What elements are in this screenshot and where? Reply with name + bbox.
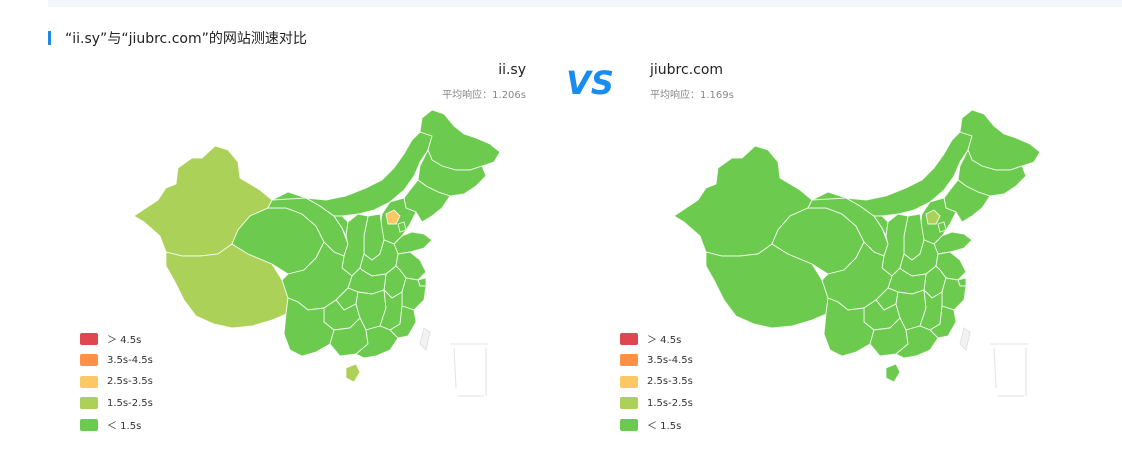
- region-fujian[interactable]: [929, 305, 957, 339]
- legend-label: 1.5s-2.5s: [647, 397, 693, 409]
- region-guangdong[interactable]: [895, 325, 939, 359]
- page-title: “ii.sy”与“jiubrc.com”的网站测速对比: [65, 31, 307, 47]
- legend-swatch: [620, 354, 638, 367]
- legend-swatch: [80, 397, 98, 410]
- legend-label: 3.5s-4.5s: [107, 354, 153, 366]
- legend-swatch: [620, 332, 638, 345]
- legend-label: ＜ 1.5s: [647, 421, 682, 433]
- vs-icon: VS: [566, 64, 614, 102]
- region-beijing[interactable]: [385, 209, 401, 225]
- region-hainan[interactable]: [345, 363, 361, 383]
- legend-item[interactable]: 3.5s-4.5s: [80, 350, 153, 372]
- legend-item[interactable]: ＜ 1.5s: [80, 414, 153, 436]
- legend-label: ＞ 4.5s: [107, 335, 142, 347]
- region-guangdong[interactable]: [355, 325, 399, 359]
- region-tianjin[interactable]: [397, 221, 407, 233]
- legend-swatch: [620, 397, 638, 410]
- legend-swatch: [80, 375, 98, 388]
- left-site-avg-response: 平均响应：1.206s: [442, 90, 526, 101]
- right-site-name: jiubrc.com: [650, 62, 724, 78]
- south-china-sea-inset: [450, 343, 488, 397]
- south-china-sea-inset: [990, 343, 1028, 397]
- region-tianjin[interactable]: [937, 221, 947, 233]
- right-legend: ＞ 4.5s 3.5s-4.5s 2.5s-3.5s 1.5s-2.5s ＜ 1…: [620, 328, 693, 436]
- legend-item[interactable]: ＜ 1.5s: [620, 414, 693, 436]
- vs-label: VS: [566, 64, 614, 102]
- title-accent-bar: [48, 31, 51, 45]
- region-taiwan[interactable]: [959, 327, 971, 351]
- legend-item[interactable]: 1.5s-2.5s: [80, 393, 153, 415]
- region-hainan[interactable]: [885, 363, 901, 383]
- region-beijing[interactable]: [925, 209, 941, 225]
- left-legend: ＞ 4.5s 3.5s-4.5s 2.5s-3.5s 1.5s-2.5s ＜ 1…: [80, 328, 153, 436]
- legend-item[interactable]: 1.5s-2.5s: [620, 393, 693, 415]
- legend-label: ＜ 1.5s: [107, 421, 142, 433]
- legend-swatch: [80, 354, 98, 367]
- legend-label: 1.5s-2.5s: [107, 397, 153, 409]
- legend-label: 3.5s-4.5s: [647, 354, 693, 366]
- legend-item[interactable]: 2.5s-3.5s: [80, 371, 153, 393]
- section-header: “ii.sy”与“jiubrc.com”的网站测速对比: [48, 28, 307, 48]
- legend-item[interactable]: ＞ 4.5s: [80, 328, 153, 350]
- right-speed-map: [673, 109, 1041, 397]
- legend-item[interactable]: ＞ 4.5s: [620, 328, 693, 350]
- left-site-name: ii.sy: [498, 62, 526, 78]
- legend-swatch: [620, 418, 638, 431]
- legend-label: 2.5s-3.5s: [647, 376, 693, 388]
- right-site-avg-response: 平均响应：1.169s: [650, 90, 734, 101]
- region-fujian[interactable]: [389, 305, 417, 339]
- legend-swatch: [80, 332, 98, 345]
- region-taiwan[interactable]: [419, 327, 431, 351]
- legend-item[interactable]: 3.5s-4.5s: [620, 350, 693, 372]
- left-speed-map: [133, 109, 501, 397]
- legend-label: ＞ 4.5s: [647, 335, 682, 347]
- legend-swatch: [620, 375, 638, 388]
- legend-label: 2.5s-3.5s: [107, 376, 153, 388]
- legend-swatch: [80, 418, 98, 431]
- legend-item[interactable]: 2.5s-3.5s: [620, 371, 693, 393]
- top-bar: [48, 0, 1122, 7]
